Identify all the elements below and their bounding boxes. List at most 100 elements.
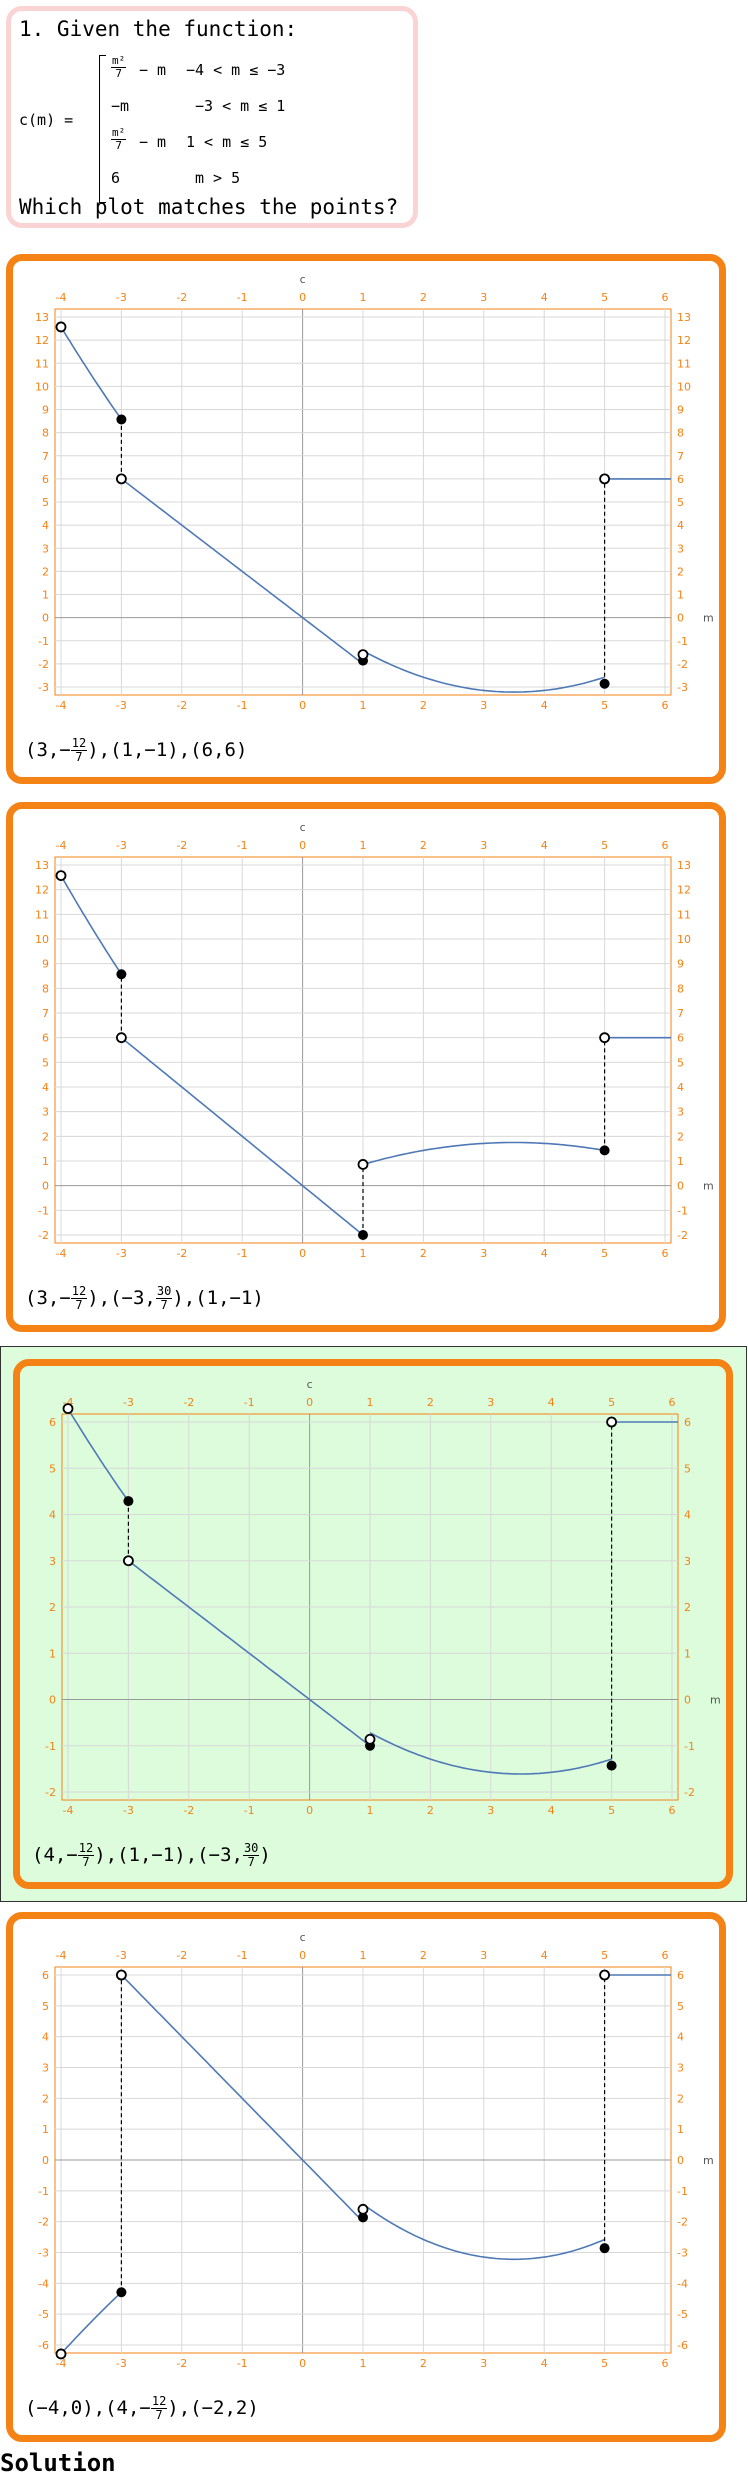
y-tick-label-right: 5 — [677, 1056, 684, 1069]
x-axis-label: m — [703, 2154, 714, 2167]
y-tick-label-right: 2 — [677, 2092, 684, 2105]
label-text: − — [66, 1844, 78, 1866]
label-fraction: 12 7 — [70, 1284, 88, 1312]
y-tick-label-left: 2 — [42, 565, 49, 578]
y-tick-label-right: -2 — [677, 1229, 688, 1242]
x-tick-label-top: 1 — [360, 1949, 367, 1962]
curve-segment — [369, 1731, 612, 1775]
y-tick-label-left: 8 — [42, 982, 49, 995]
piece-2-cond: −3 < m ≤ 1 — [195, 97, 286, 115]
x-tick-label-top: 0 — [299, 839, 306, 852]
y-tick-label-right: 5 — [684, 1462, 691, 1475]
x-tick-label-top: 6 — [669, 1396, 676, 1409]
x-tick-label-bottom: 4 — [548, 1804, 555, 1817]
y-tick-label-right: 10 — [677, 933, 691, 946]
y-tick-label-right: -1 — [677, 2185, 688, 2198]
y-tick-label-left: 10 — [35, 380, 49, 393]
x-tick-label-bottom: 1 — [360, 699, 367, 712]
x-tick-label-top: 1 — [360, 839, 367, 852]
open-point — [116, 473, 127, 485]
x-tick-label-top: 5 — [601, 291, 608, 304]
x-tick-label-top: 0 — [299, 1949, 306, 1962]
y-tick-label-left: 4 — [42, 1081, 49, 1094]
x-tick-label-bottom: 3 — [487, 1804, 494, 1817]
x-tick-label-top: 1 — [360, 291, 367, 304]
x-tick-label-top: -2 — [176, 1949, 187, 1962]
x-tick-label-top: 4 — [548, 1396, 555, 1409]
piece-3-fraction: m² 7 — [111, 126, 127, 152]
y-tick-label-left: 11 — [35, 908, 49, 921]
x-tick-label-bottom: 1 — [367, 1804, 374, 1817]
y-tick-label-right: -1 — [677, 1204, 688, 1217]
x-tick-label-bottom: 3 — [480, 699, 487, 712]
x-tick-label-top: -2 — [176, 291, 187, 304]
x-tick-label-top: -2 — [183, 1396, 194, 1409]
y-tick-label-left: 4 — [42, 2031, 49, 2044]
closed-point — [358, 1230, 368, 1240]
label-fraction: 12 7 — [150, 2394, 168, 2422]
y-tick-label-right: -3 — [677, 2247, 688, 2260]
y-tick-label-left: 9 — [42, 958, 49, 971]
y-tick-label-left: 0 — [42, 612, 49, 625]
curve-segment — [120, 1037, 364, 1236]
y-tick-label-left: -2 — [38, 1229, 49, 1242]
x-tick-label-bottom: 5 — [601, 1247, 608, 1260]
x-tick-label-top: 0 — [299, 291, 306, 304]
open-point — [599, 473, 610, 485]
y-axis-label: c — [307, 1378, 313, 1391]
brace — [99, 55, 106, 203]
label-text: ) — [259, 1844, 271, 1866]
x-tick-label-bottom: -4 — [56, 699, 67, 712]
label-fraction: 12 7 — [70, 736, 88, 764]
y-tick-label-right: 2 — [677, 565, 684, 578]
y-tick-label-right: 13 — [677, 311, 691, 324]
x-tick-label-bottom: -2 — [176, 1247, 187, 1260]
y-tick-label-left: 3 — [49, 1555, 56, 1568]
x-tick-label-bottom: -1 — [244, 1804, 255, 1817]
x-tick-label-top: 6 — [662, 291, 669, 304]
y-tick-label-left: -1 — [38, 1204, 49, 1217]
x-tick-label-bottom: -1 — [237, 1247, 248, 1260]
y-tick-label-right: -5 — [677, 2308, 688, 2321]
answer-option-3[interactable]: -4 -4 -3 -3 -2 -2 -1 -1 0 0 1 1 2 2 3 3 4 4 5 5 6 6 -2 -2 -1 -1 0 0… — [13, 1359, 733, 1889]
x-tick-label-bottom: 0 — [299, 2357, 306, 2370]
x-tick-label-bottom: 6 — [669, 1804, 676, 1817]
x-tick-label-bottom: 4 — [541, 1247, 548, 1260]
y-tick-label-right: 11 — [677, 357, 691, 370]
label-text: ),(−2,2) — [167, 2397, 259, 2419]
y-tick-label-left: -2 — [38, 658, 49, 671]
y-tick-label-right: 12 — [677, 884, 691, 897]
answer-option-1[interactable]: -4 -4 -3 -3 -2 -2 -1 -1 0 0 1 1 2 2 3 3 4 4 5 5 6 6 -3 -3 -2 -2 -1… — [6, 254, 726, 784]
x-tick-label-top: -2 — [176, 839, 187, 852]
open-point — [599, 1969, 610, 1981]
piece-3-cond: 1 < m ≤ 5 — [186, 133, 268, 151]
x-tick-label-bottom: -4 — [56, 2357, 67, 2370]
x-tick-label-bottom: 6 — [662, 1247, 669, 1260]
x-tick-label-bottom: 4 — [541, 699, 548, 712]
closed-point — [599, 1145, 610, 1156]
y-tick-label-left: 6 — [42, 1032, 49, 1045]
x-tick-label-top: 2 — [420, 291, 427, 304]
label-text: (4, — [32, 1844, 67, 1866]
x-tick-label-top: -3 — [116, 839, 127, 852]
x-tick-label-bottom: 4 — [541, 2357, 548, 2370]
option-1-points-label: (3,− 12 7),(1,−1),(6,6) — [25, 737, 247, 764]
piece-3-expr: − m — [139, 133, 167, 151]
y-tick-label-left: 12 — [35, 884, 49, 897]
answer-option-2[interactable]: -4 -4 -3 -3 -2 -2 -1 -1 0 0 1 1 2 2 3 3 4 4 5 5 6 6 -2 -2 -1 -1 0 0… — [6, 802, 726, 1332]
answer-option-4[interactable]: -4 -4 -3 -3 -2 -2 -1 -1 0 0 1 1 2 2 3 3 4 4 5 5 6 6 -6 -6 -5 -5 -4… — [6, 1912, 726, 2442]
x-axis-label: m — [710, 1694, 721, 1707]
y-tick-label-right: 3 — [684, 1555, 691, 1568]
y-tick-label-left: 5 — [42, 1056, 49, 1069]
y-axis-label: c — [300, 1931, 306, 1944]
label-text: − — [139, 2397, 151, 2419]
x-tick-label-top: 3 — [487, 1396, 494, 1409]
x-tick-label-top: -1 — [237, 839, 248, 852]
y-tick-label-right: 5 — [677, 2000, 684, 2013]
x-tick-label-bottom: 6 — [662, 699, 669, 712]
y-tick-label-left: 11 — [35, 357, 49, 370]
y-tick-label-right: 0 — [677, 1180, 684, 1193]
open-point — [357, 2203, 369, 2215]
x-tick-label-top: 3 — [480, 291, 487, 304]
y-tick-label-left: -3 — [38, 2247, 49, 2260]
